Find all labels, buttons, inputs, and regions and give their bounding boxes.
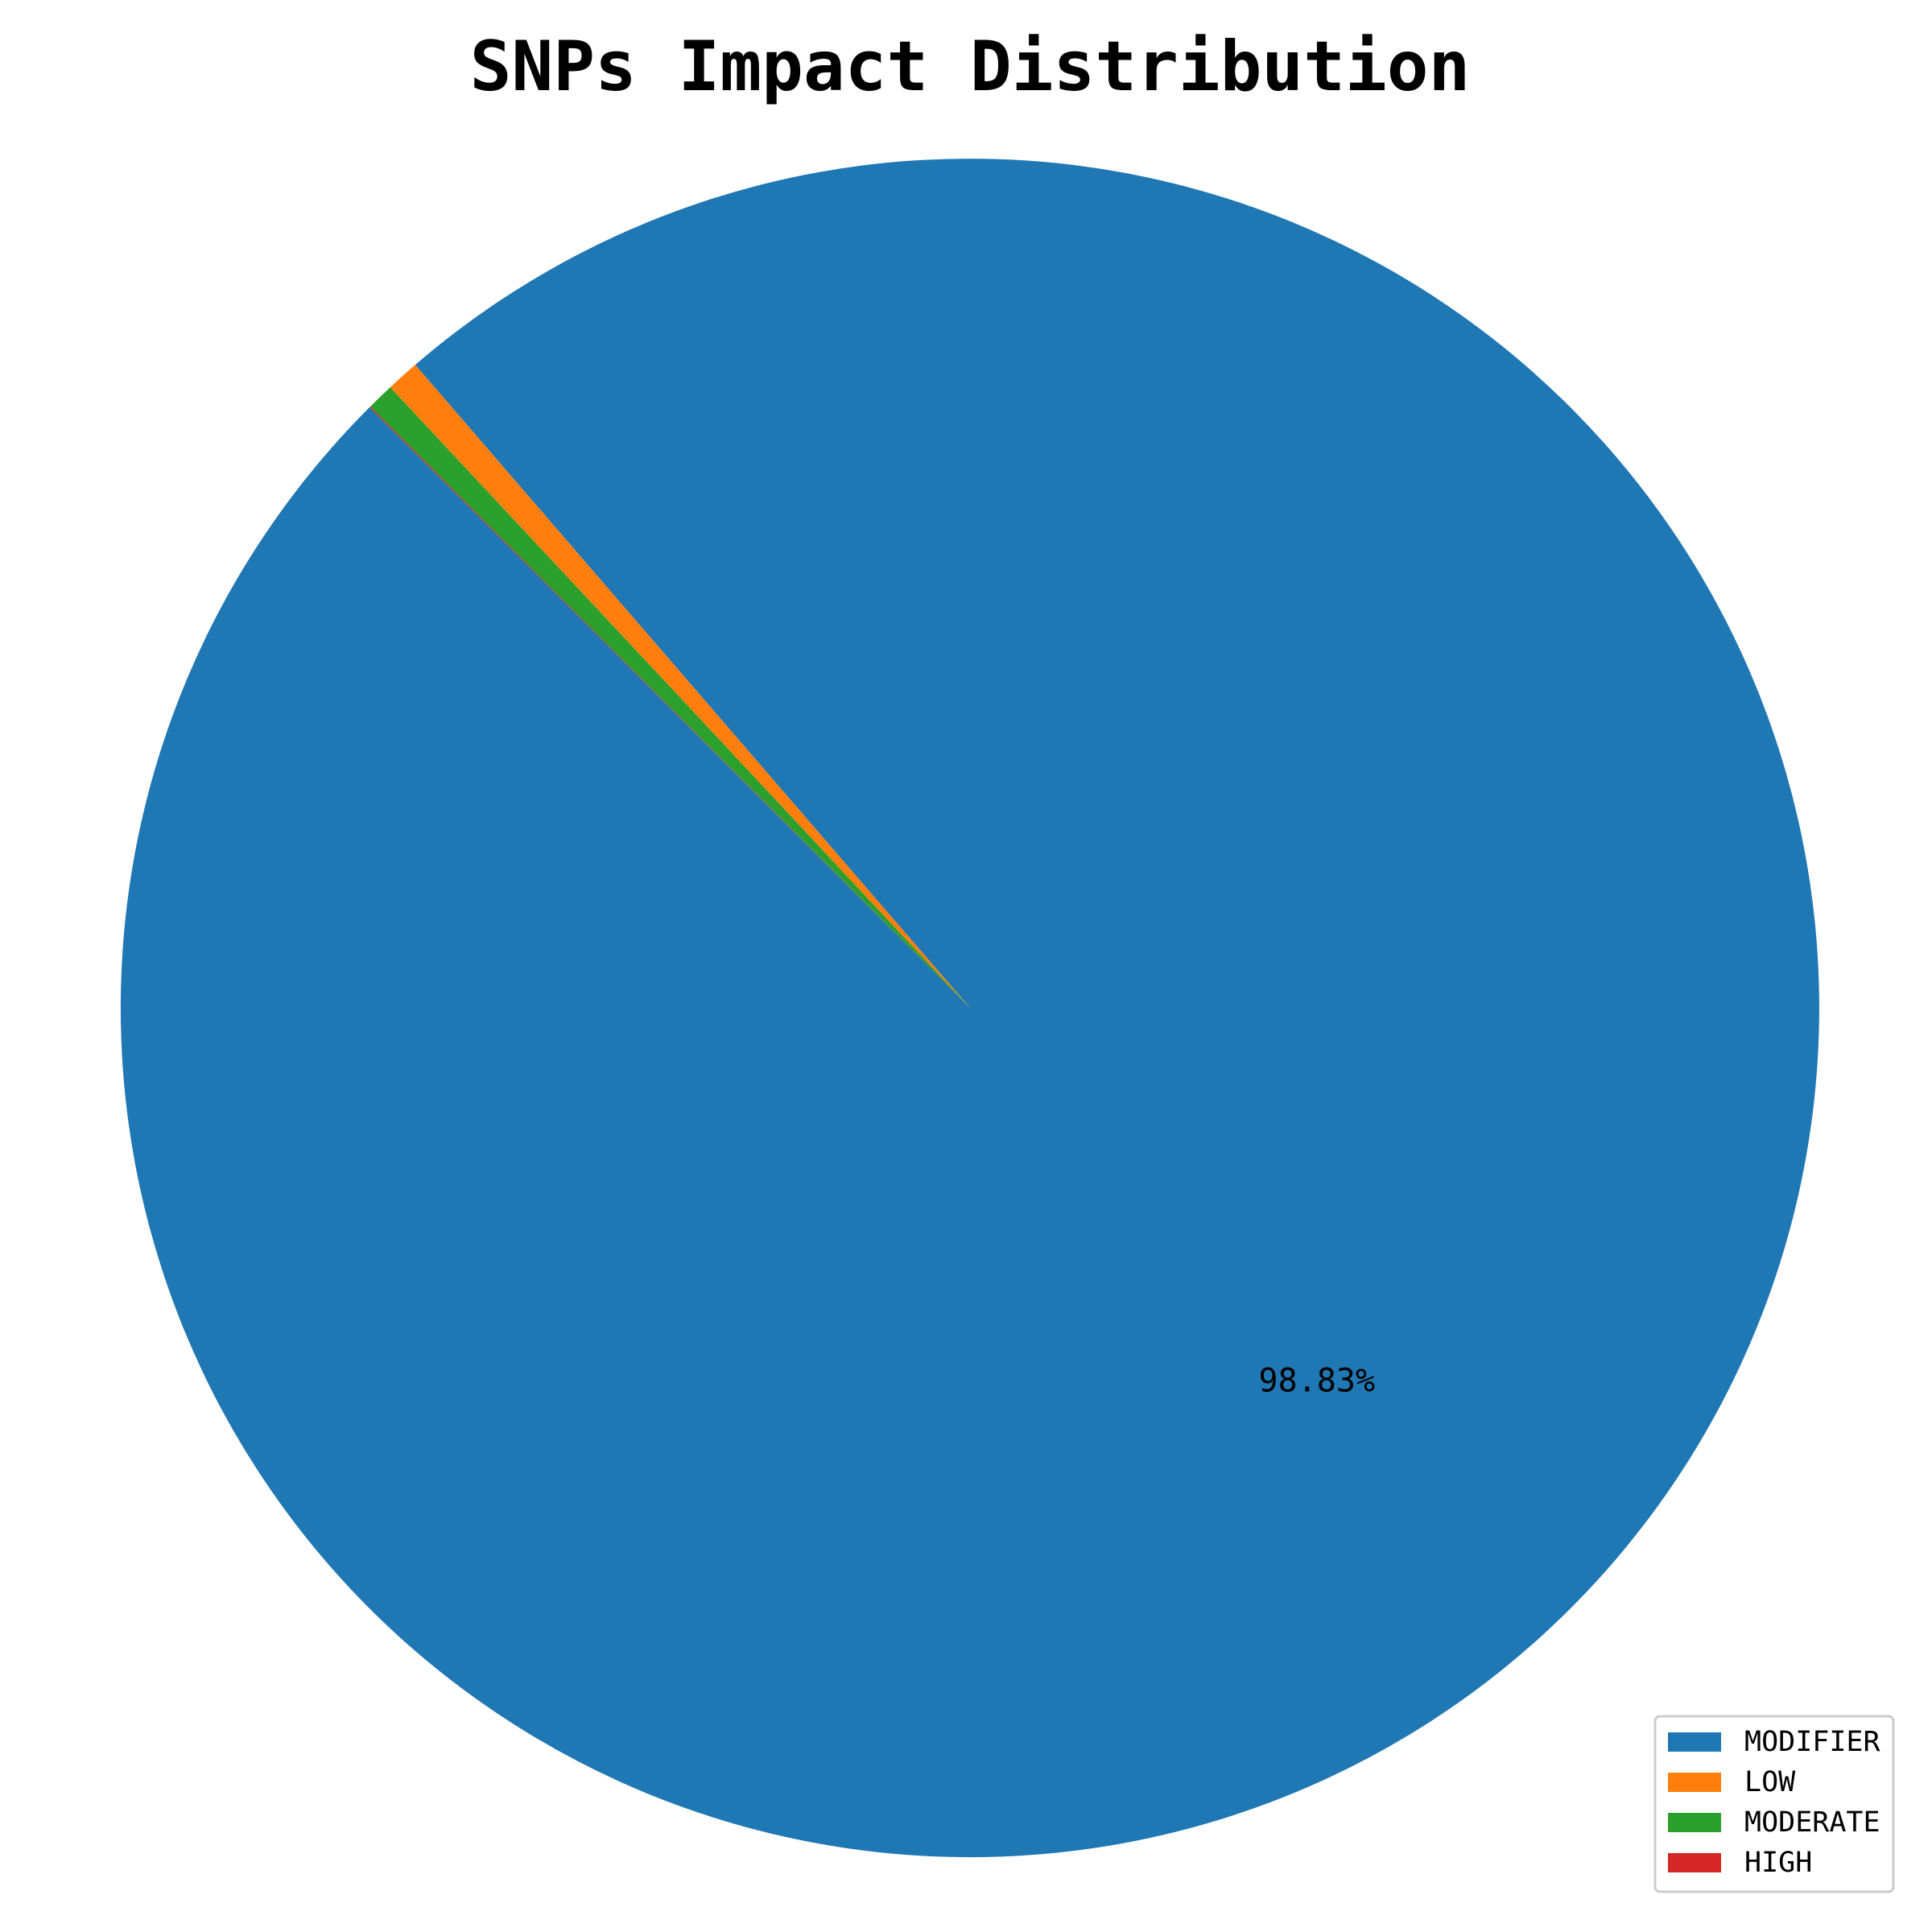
pie-percentage-labels: 98.83%	[1259, 1363, 1376, 1400]
legend-swatch-moderate	[1668, 1813, 1721, 1832]
pct-label-modifier: 98.83%	[1259, 1363, 1376, 1400]
legend-swatch-low	[1668, 1773, 1721, 1792]
legend-swatch-modifier	[1668, 1732, 1721, 1752]
legend: MODIFIER LOW MODERATE HIGH	[1653, 1715, 1895, 1893]
legend-label-low: LOW	[1744, 1766, 1796, 1798]
chart-title: SNPs Impact Distribution	[470, 27, 1471, 107]
pie-slice-moderate	[369, 387, 970, 1008]
pie-slice-modifier	[120, 159, 1819, 1858]
pie-slice-low	[390, 365, 970, 1009]
legend-frame	[1653, 1715, 1895, 1893]
legend-label-high: HIGH	[1744, 1847, 1812, 1879]
pie-slice-high	[369, 407, 970, 1008]
legend-swatch-high	[1668, 1853, 1721, 1872]
legend-label-modifier: MODIFIER	[1744, 1726, 1881, 1758]
legend-label-moderate: MODERATE	[1744, 1806, 1880, 1839]
pie-slices	[120, 159, 1819, 1858]
